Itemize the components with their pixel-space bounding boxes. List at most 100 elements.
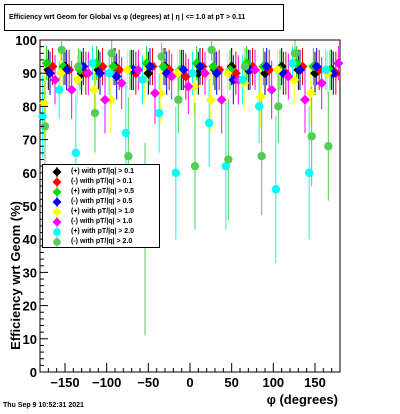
data-point: [57, 45, 66, 55]
data-points: [38, 45, 344, 244]
data-point: [305, 88, 316, 99]
data-point: [157, 52, 166, 61]
data-point: [266, 84, 277, 95]
data-point: [333, 58, 344, 69]
data-point: [150, 88, 160, 99]
data-point: [100, 94, 110, 105]
data-point: [50, 74, 60, 85]
legend-entry: (-) with pT/|q| > 1.0: [43, 217, 159, 227]
data-point: [261, 61, 272, 72]
data-point: [238, 75, 247, 85]
data-point: [71, 148, 81, 158]
data-point: [124, 152, 133, 161]
data-point: [271, 185, 281, 194]
data-point: [274, 102, 283, 111]
legend-label: (-) with pT/|q| > 2.0: [71, 238, 133, 245]
x-tick-label: 50: [224, 375, 238, 390]
y-tick-label: 100: [15, 33, 37, 48]
data-point: [205, 94, 216, 105]
legend-label: (+) with pT/|q| > 1.0: [71, 208, 135, 215]
data-point: [89, 84, 100, 95]
data-point: [95, 68, 105, 79]
data-point: [316, 78, 327, 89]
data-point: [300, 94, 310, 105]
data-point: [74, 62, 83, 71]
x-tick-label: −50: [137, 375, 159, 390]
x-tick-label: 100: [262, 375, 284, 390]
data-point: [222, 68, 233, 79]
legend: (+) with pT/|q| > 0.1 (-) with pT/|q| > 0…: [42, 164, 160, 248]
legend-marker: [52, 217, 62, 227]
data-point: [54, 85, 64, 95]
data-point: [111, 71, 122, 82]
data-point: [211, 68, 222, 79]
data-point: [307, 132, 316, 141]
data-point: [200, 68, 210, 79]
data-point: [311, 61, 322, 72]
legend-marker: [52, 167, 62, 177]
data-point: [138, 75, 147, 85]
data-point: [155, 88, 166, 99]
legend-entry: (+) with pT/|q| > 0.1: [43, 167, 159, 177]
x-axis-label: φ (degrees): [267, 392, 338, 407]
data-point: [216, 94, 227, 105]
timestamp: Thu Sep 9 10:52:31 2021: [3, 402, 84, 409]
legend-marker: [53, 237, 61, 247]
data-point: [72, 74, 83, 85]
data-point: [283, 71, 294, 82]
legend-entry: (-) with pT/|q| > 0.1: [43, 177, 159, 187]
data-point: [250, 64, 260, 75]
legend-marker: [52, 177, 62, 187]
data-point: [61, 64, 72, 75]
x-tick-label: 0: [186, 375, 193, 390]
y-tick-label: 70: [23, 133, 37, 148]
y-tick-label: 90: [23, 66, 37, 81]
data-point: [121, 128, 131, 138]
y-tick-label: 10: [23, 332, 37, 347]
data-point: [272, 64, 283, 75]
legend-entry: (+) with pT/|q| > 2.0: [43, 227, 159, 237]
legend-label: (-) with pT/|q| > 1.0: [71, 218, 133, 225]
data-point: [304, 168, 314, 177]
data-point: [183, 81, 194, 92]
data-point: [328, 68, 339, 79]
legend-marker: [52, 197, 62, 207]
axes: 0 10 20 30 40 50 60 70 80 90 100 −150 −100 −50 0 50 100 1…: [15, 33, 333, 390]
data-point: [104, 69, 114, 78]
legend-label: (+) with pT/|q| > 2.0: [71, 228, 135, 235]
x-tick-label: 150: [304, 375, 326, 390]
y-tick-label: 20: [23, 299, 37, 314]
y-tick-label: 0: [30, 365, 37, 380]
y-tick-label: 30: [23, 265, 37, 280]
legend-label: (+) with pT/|q| > 0.5: [71, 188, 135, 195]
data-point: [295, 64, 305, 75]
data-point: [321, 65, 331, 75]
data-point: [255, 91, 266, 102]
x-tick-label: −150: [50, 375, 79, 390]
data-point: [88, 59, 97, 68]
data-point: [240, 62, 250, 71]
y-tick-label: 60: [23, 166, 37, 181]
data-point: [66, 84, 77, 95]
data-point: [288, 59, 297, 68]
legend-label: (-) with pT/|q| > 0.5: [71, 198, 133, 205]
data-point: [189, 81, 200, 92]
data-point: [290, 49, 300, 58]
data-point: [83, 68, 94, 79]
data-point: [107, 49, 116, 58]
y-tick-label: 80: [23, 99, 37, 114]
data-point: [221, 161, 231, 171]
data-point: [257, 152, 266, 161]
data-point: [145, 61, 155, 72]
data-point: [90, 108, 100, 118]
legend-marker: [52, 207, 62, 217]
legend-marker: [53, 227, 61, 237]
data-point: [38, 112, 47, 121]
chart-title: Efficiency wrt Geom for Global vs φ (deg…: [4, 4, 284, 31]
data-point: [41, 58, 52, 69]
data-point: [174, 95, 183, 104]
y-tick-label: 40: [23, 232, 37, 247]
data-point: [55, 68, 66, 79]
y-axis-label: Efficiency wrt Geom (%): [8, 201, 23, 350]
